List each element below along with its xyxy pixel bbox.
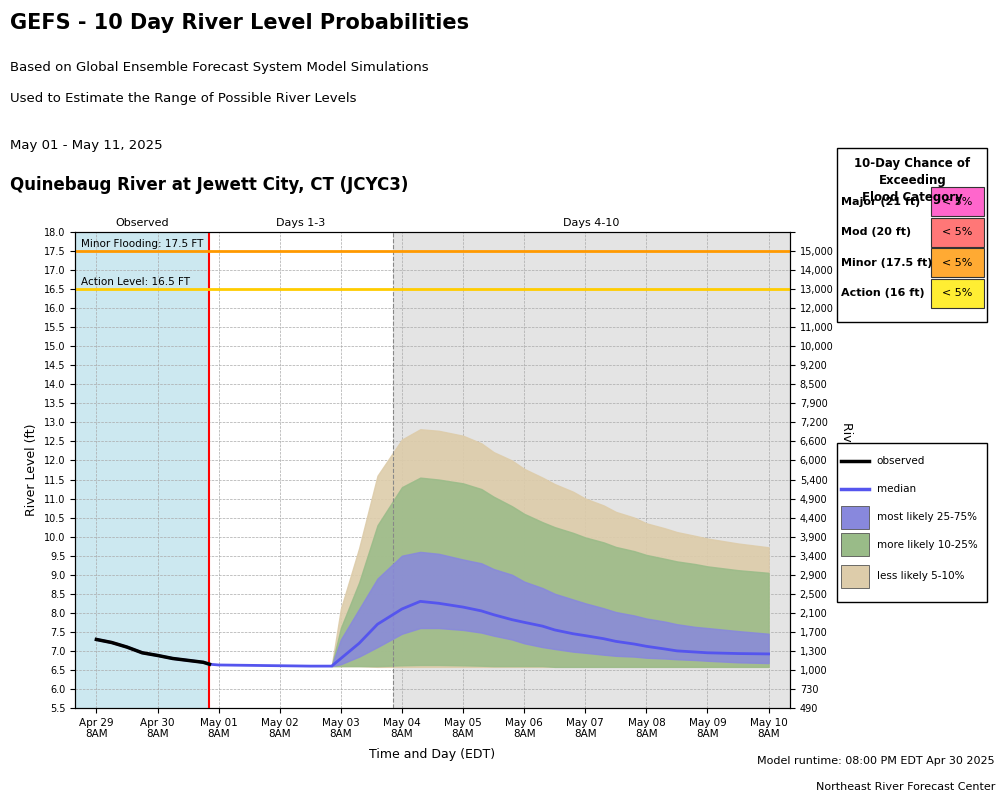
Text: Action Level: 16.5 FT: Action Level: 16.5 FT xyxy=(81,277,190,287)
Bar xyxy=(75,232,209,708)
X-axis label: Time and Day (EDT): Time and Day (EDT) xyxy=(369,748,496,761)
Text: Based on Global Ensemble Forecast System Model Simulations: Based on Global Ensemble Forecast System… xyxy=(10,62,429,74)
Text: observed: observed xyxy=(877,456,925,466)
Text: more likely 10-25%: more likely 10-25% xyxy=(877,540,978,550)
FancyBboxPatch shape xyxy=(931,248,984,278)
Text: May 01 - May 11, 2025: May 01 - May 11, 2025 xyxy=(10,138,163,151)
FancyBboxPatch shape xyxy=(837,147,987,322)
FancyBboxPatch shape xyxy=(931,187,984,216)
Text: Minor (17.5 ft): Minor (17.5 ft) xyxy=(841,258,933,268)
Text: GEFS - 10 Day River Level Probabilities: GEFS - 10 Day River Level Probabilities xyxy=(10,13,469,33)
FancyBboxPatch shape xyxy=(841,506,869,529)
FancyBboxPatch shape xyxy=(841,534,869,557)
FancyBboxPatch shape xyxy=(931,218,984,246)
Text: median: median xyxy=(877,484,916,494)
FancyBboxPatch shape xyxy=(931,279,984,308)
Text: 10-Day Chance of
Exceeding
Flood Category: 10-Day Chance of Exceeding Flood Categor… xyxy=(854,157,971,204)
Bar xyxy=(393,232,790,708)
Text: Days 1-3: Days 1-3 xyxy=(276,218,326,228)
Text: < 5%: < 5% xyxy=(942,227,973,238)
Text: Model runtime: 08:00 PM EDT Apr 30 2025: Model runtime: 08:00 PM EDT Apr 30 2025 xyxy=(757,757,995,766)
Text: < 5%: < 5% xyxy=(942,197,973,206)
Text: Northeast River Forecast Center: Northeast River Forecast Center xyxy=(816,782,995,792)
Y-axis label: River Level (ft): River Level (ft) xyxy=(25,424,38,516)
Text: less likely 5-10%: less likely 5-10% xyxy=(877,571,964,581)
Text: Observed: Observed xyxy=(115,218,169,228)
Text: Major (21 ft): Major (21 ft) xyxy=(841,197,920,206)
Text: Mod (20 ft): Mod (20 ft) xyxy=(841,227,911,238)
Text: Days 4-10: Days 4-10 xyxy=(563,218,620,228)
Text: < 5%: < 5% xyxy=(942,288,973,298)
Text: < 5%: < 5% xyxy=(942,258,973,268)
FancyBboxPatch shape xyxy=(841,565,869,587)
Text: Minor Flooding: 17.5 FT: Minor Flooding: 17.5 FT xyxy=(81,238,203,249)
Text: Used to Estimate the Range of Possible River Levels: Used to Estimate the Range of Possible R… xyxy=(10,92,357,105)
Bar xyxy=(209,232,393,708)
Text: Action (16 ft): Action (16 ft) xyxy=(841,288,925,298)
Y-axis label: River Flow (cfs): River Flow (cfs) xyxy=(840,422,853,518)
Text: most likely 25-75%: most likely 25-75% xyxy=(877,512,977,522)
FancyBboxPatch shape xyxy=(837,443,987,602)
Text: Quinebaug River at Jewett City, CT (JCYC3): Quinebaug River at Jewett City, CT (JCYC… xyxy=(10,176,408,194)
